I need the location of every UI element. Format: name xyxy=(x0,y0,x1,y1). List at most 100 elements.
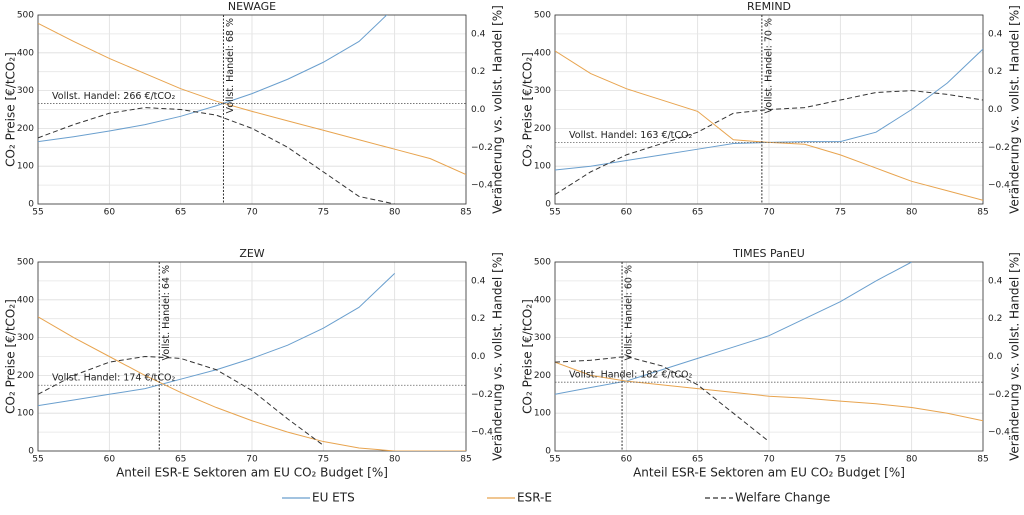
x-tick-label: 75 xyxy=(835,455,846,465)
plot-frame xyxy=(554,261,984,452)
y2-axis-label: Veränderung vs. vollst. Handel [%] xyxy=(1008,252,1022,461)
legend-label: EU ETS xyxy=(312,491,355,505)
x-tick-label: 60 xyxy=(621,208,633,218)
y-tick-label: 300 xyxy=(17,86,34,96)
x-tick-label: 55 xyxy=(32,208,43,218)
y-tick-label: 300 xyxy=(17,333,34,343)
x-axis-label: Anteil ESR-E Sektoren am EU CO₂ Budget [… xyxy=(633,466,905,480)
x-tick-label: 55 xyxy=(32,455,43,465)
y2-tick-label: 0.0 xyxy=(988,105,1003,115)
annotation: Vollst. Handel: 64 % xyxy=(161,265,172,360)
series-line xyxy=(555,361,983,422)
x-tick-label: 85 xyxy=(460,208,471,218)
y2-tick-label: 0.4 xyxy=(988,276,1003,286)
series-line xyxy=(38,22,466,175)
annotation: Vollst. Handel: 174 €/tCO₂ xyxy=(52,373,176,384)
y2-axis-label: Veränderung vs. vollst. Handel [%] xyxy=(491,5,505,214)
chart-title: REMIND xyxy=(747,0,791,13)
x-tick-label: 75 xyxy=(318,208,329,218)
x-tick-label: 55 xyxy=(549,208,560,218)
y-tick-label: 0 xyxy=(545,447,551,457)
x-tick-label: 60 xyxy=(104,455,116,465)
y-tick-label: 500 xyxy=(17,258,34,268)
y2-tick-label: −0.4 xyxy=(471,428,493,438)
annotation: Vollst. Handel: 70 % xyxy=(763,18,774,113)
plot-frame xyxy=(554,14,984,205)
y-tick-label: 0 xyxy=(545,200,551,210)
x-tick-label: 70 xyxy=(246,208,258,218)
y2-axis-label: Veränderung vs. vollst. Handel [%] xyxy=(491,252,505,461)
y-tick-label: 200 xyxy=(534,124,551,134)
series-line xyxy=(38,107,395,204)
y-tick-label: 200 xyxy=(17,124,34,134)
y2-tick-label: 0.4 xyxy=(471,276,486,286)
y2-tick-label: −0.2 xyxy=(988,143,1010,153)
y2-tick-label: −0.4 xyxy=(988,428,1010,438)
subplot: 55 60 65 70 75 80 85 0 100 200 300 400 500 −0.4 −0.2 0.… xyxy=(4,0,505,218)
annotation: Vollst. Handel: 68 % xyxy=(225,18,236,113)
x-tick-label: 85 xyxy=(977,455,988,465)
y2-tick-label: 0.2 xyxy=(988,314,1002,324)
x-tick-label: 60 xyxy=(104,208,116,218)
series-line xyxy=(555,355,770,442)
y-axis-label: CO₂ Preise [€/tCO₂] xyxy=(4,299,18,414)
chart-title: TIMES PanEU xyxy=(732,247,805,260)
y-tick-label: 500 xyxy=(17,11,34,21)
x-tick-label: 65 xyxy=(175,455,186,465)
y2-tick-label: −0.2 xyxy=(988,390,1010,400)
y-axis-label: CO₂ Preise [€/tCO₂] xyxy=(4,52,18,167)
y2-tick-label: 0.2 xyxy=(471,314,485,324)
x-tick-label: 70 xyxy=(763,455,775,465)
y-tick-label: 400 xyxy=(534,295,551,305)
y-tick-label: 400 xyxy=(17,295,34,305)
chart-title: ZEW xyxy=(239,247,264,260)
x-tick-label: 65 xyxy=(175,208,186,218)
x-tick-label: 85 xyxy=(977,208,988,218)
x-tick-label: 80 xyxy=(389,208,401,218)
y2-tick-label: 0.0 xyxy=(471,105,486,115)
y-tick-label: 400 xyxy=(534,48,551,58)
y2-tick-label: −0.4 xyxy=(471,181,493,191)
y-tick-label: 100 xyxy=(17,162,34,172)
x-tick-label: 80 xyxy=(906,455,918,465)
y-axis-label: CO₂ Preise [€/tCO₂] xyxy=(521,52,535,167)
annotation: Vollst. Handel: 182 €/tCO₂ xyxy=(569,370,693,381)
series-line xyxy=(38,316,466,451)
y2-tick-label: 0.4 xyxy=(471,29,486,39)
y-tick-label: 200 xyxy=(534,371,551,381)
y-tick-label: 300 xyxy=(534,86,551,96)
plot-frame xyxy=(37,261,467,452)
annotation: Vollst. Handel: 163 €/tCO₂ xyxy=(569,130,693,141)
y2-tick-label: 0.2 xyxy=(471,67,485,77)
subplot: 55 60 65 70 75 80 85 0 100 200 300 400 500 −0.4 −0.2 0.… xyxy=(521,0,1022,218)
y-tick-label: 500 xyxy=(534,258,551,268)
y2-tick-label: 0.0 xyxy=(988,352,1003,362)
legend-label: Welfare Change xyxy=(735,491,830,505)
y-tick-label: 100 xyxy=(534,162,551,172)
series-line xyxy=(38,15,388,143)
y-tick-label: 0 xyxy=(28,200,34,210)
y-axis-label: CO₂ Preise [€/tCO₂] xyxy=(521,299,535,414)
chart-title: NEWAGE xyxy=(228,0,276,13)
x-tick-label: 65 xyxy=(692,455,703,465)
annotation: Vollst. Handel: 60 % xyxy=(624,265,635,360)
x-tick-label: 75 xyxy=(318,455,329,465)
subplot: 55 60 65 70 75 80 85 0 100 200 300 400 500 −0.4 −0.2 0.… xyxy=(4,247,505,480)
y2-tick-label: −0.2 xyxy=(471,143,493,153)
plot-frame xyxy=(37,14,467,205)
y-tick-label: 0 xyxy=(28,447,34,457)
y2-tick-label: 0.4 xyxy=(988,29,1003,39)
legend-label: ESR-E xyxy=(517,491,552,505)
y2-tick-label: 0.0 xyxy=(471,352,486,362)
y-tick-label: 100 xyxy=(534,409,551,419)
y2-tick-label: −0.4 xyxy=(988,181,1010,191)
y2-tick-label: −0.2 xyxy=(471,390,493,400)
x-tick-label: 70 xyxy=(246,455,258,465)
x-axis-label: Anteil ESR-E Sektoren am EU CO₂ Budget [… xyxy=(116,466,388,480)
y-tick-label: 500 xyxy=(534,11,551,21)
x-tick-label: 55 xyxy=(549,455,560,465)
series-line xyxy=(38,355,324,446)
annotation: Vollst. Handel: 266 €/tCO₂ xyxy=(52,91,176,102)
y-tick-label: 100 xyxy=(17,409,34,419)
